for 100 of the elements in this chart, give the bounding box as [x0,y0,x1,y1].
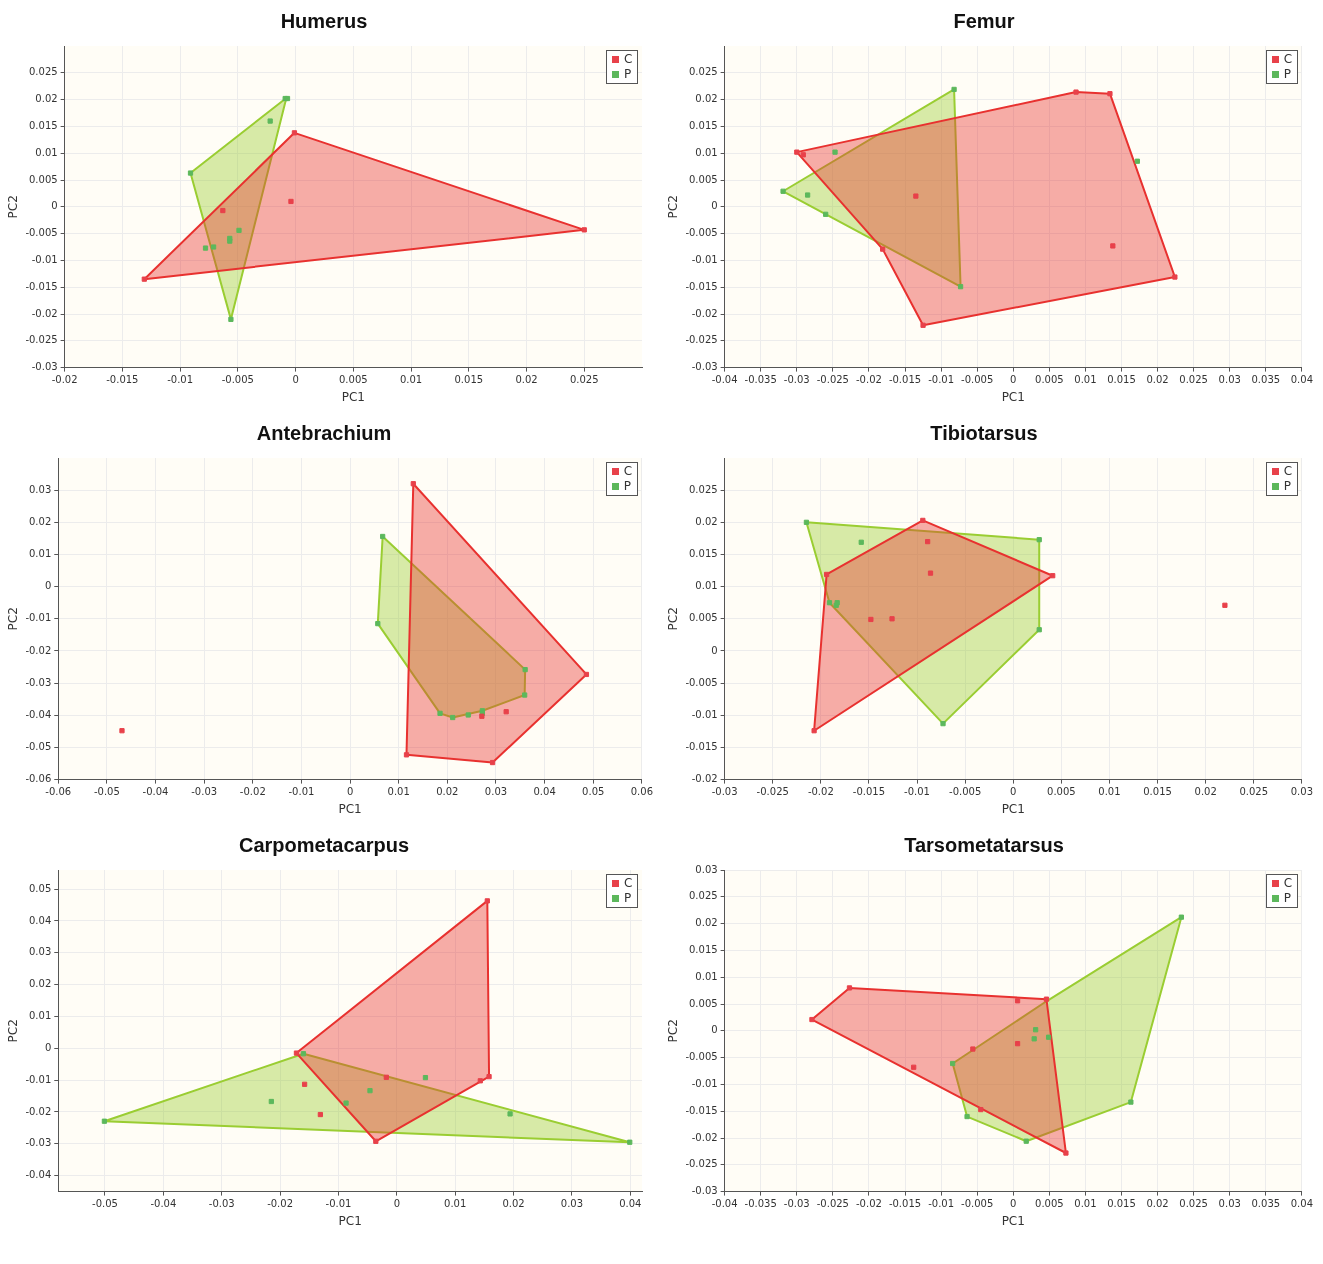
chart-title: Carpometacarpus [238,833,410,856]
x-tick-label: 0.04 [1290,1198,1313,1210]
x-tick-label: 0.04 [1290,374,1313,386]
chart-title: Tibiotarsus [930,421,1038,444]
chart-title: Antebrachium [256,421,392,444]
legend-label: P [624,67,632,82]
y-tick-label: -0.015 [685,1104,718,1116]
y-axis-title: PC2 [6,607,21,631]
x-tick-label: -0.03 [191,786,218,798]
y-tick-label: 0 [44,580,52,592]
x-tick-label: 0.015 [1107,1198,1136,1210]
x-tick-label: 0.03 [1218,1198,1241,1210]
x-tick-label: 0 [292,374,299,386]
y-tick-label: -0.025 [25,334,58,346]
x-tick-label: -0.005 [221,374,254,386]
x-tick-label: 0.03 [1290,786,1313,798]
y-axis-title: PC2 [666,607,681,631]
y-tick-label: -0.02 [691,773,718,785]
y-tick-label: -0.005 [685,227,718,239]
x-tick-label: 0.025 [569,374,599,386]
y-tick-label: 0.005 [29,173,58,185]
y-tick-label: 0.02 [695,515,718,527]
x-tick-label: -0.04 [142,786,169,798]
y-tick-label: 0.01 [29,548,52,560]
x-tick-label: 0.03 [484,786,508,798]
y-tick-label: -0.04 [25,708,52,720]
x-axis-title: PC1 [1001,801,1025,816]
x-tick-label: 0.02 [515,374,538,386]
y-tick-label: -0.01 [691,253,718,265]
x-tick-label: 0.05 [582,786,605,798]
y-tick-label: -0.05 [25,741,52,753]
y-axis-title: PC2 [6,1019,21,1043]
x-tick-label: 0.02 [1194,786,1217,798]
legend-label: C [1283,52,1293,67]
y-tick-label: -0.03 [691,361,718,373]
x-tick-label: -0.03 [208,1198,235,1210]
chart-title: Humerus [280,9,368,32]
legend-label: P [1283,891,1292,906]
y-tick-label: -0.025 [685,334,718,346]
y-tick-label: -0.02 [691,307,718,319]
x-axis-title: PC1 [1001,389,1025,404]
y-axis-title: PC2 [666,195,681,219]
y-tick-label: -0.03 [31,361,58,373]
y-tick-label: 0.01 [35,146,58,158]
x-axis-title: PC1 [1001,1213,1025,1228]
x-tick-label: -0.02 [856,374,882,386]
y-tick-label: 0 [51,200,58,212]
x-tick-label: 0.025 [1179,1198,1208,1210]
y-tick-label: -0.02 [25,1105,52,1117]
x-tick-label: -0.04 [150,1198,177,1210]
y-tick-label: -0.03 [25,676,52,688]
y-tick-label: 0.005 [689,997,718,1009]
y-tick-label: -0.015 [25,280,58,292]
y-tick-label: 0.03 [29,483,52,495]
x-tick-label: 0.02 [436,786,459,798]
x-tick-label: -0.035 [744,374,777,386]
y-tick-label: -0.04 [25,1169,52,1181]
x-tick-label: 0 [346,786,354,798]
x-tick-label: 0.01 [399,374,423,386]
x-tick-label: -0.01 [288,786,315,798]
x-tick-label: 0.015 [454,374,484,386]
legend-label: P [1283,67,1292,82]
chart-title: Femur [953,9,1015,32]
x-tick-label: -0.02 [267,1198,294,1210]
x-tick-label: 0 [1010,374,1017,386]
y-tick-label: -0.015 [685,741,718,753]
y-tick-label: 0.015 [689,548,718,560]
x-tick-label: 0.015 [1143,786,1172,798]
legend-label: C [1283,464,1293,479]
y-tick-label: -0.005 [25,227,58,239]
x-tick-label: 0.01 [387,786,410,798]
y-tick-label: 0.01 [29,1010,52,1022]
y-tick-label: 0.01 [695,970,718,982]
x-tick-label: 0.025 [1239,786,1269,798]
x-tick-label: -0.015 [106,374,139,386]
x-axis-title: PC1 [338,801,362,816]
legend-label: P [624,891,632,906]
y-tick-label: -0.005 [685,676,718,688]
y-tick-label: -0.01 [691,1077,718,1089]
x-tick-label: -0.05 [93,786,120,798]
y-tick-label: 0.01 [695,580,718,592]
x-tick-label: -0.025 [816,374,849,386]
x-tick-label: 0.04 [619,1198,642,1210]
x-tick-label: -0.015 [852,786,886,798]
legend-label: P [623,479,632,494]
y-tick-label: 0.015 [689,943,718,955]
x-tick-label: -0.03 [783,374,810,386]
x-tick-label: 0.04 [533,786,556,798]
y-tick-label: 0 [711,200,718,212]
y-tick-label: 0.015 [689,119,718,131]
y-tick-label: -0.02 [25,644,52,656]
y-tick-label: 0.03 [29,946,52,958]
y-tick-label: 0.005 [689,173,718,185]
y-tick-label: 0.05 [29,882,52,894]
x-tick-label: -0.01 [167,374,194,386]
y-tick-label: -0.03 [691,1185,718,1197]
x-tick-label: -0.01 [904,786,930,798]
x-tick-label: -0.01 [928,1198,955,1210]
x-tick-label: -0.05 [92,1198,118,1210]
y-tick-label: 0.02 [29,515,52,527]
